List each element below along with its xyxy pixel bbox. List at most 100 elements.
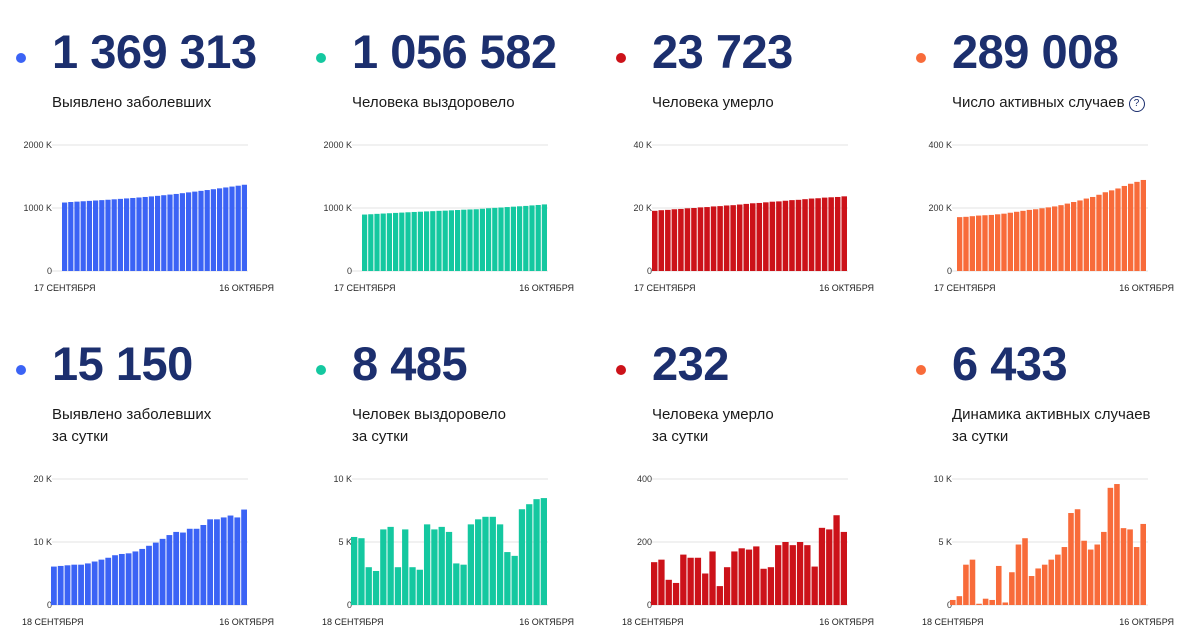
bar — [671, 209, 678, 271]
bar — [229, 186, 235, 271]
stat-label-line2: за сутки — [352, 428, 409, 445]
y-tick-label: 20 K — [33, 474, 52, 484]
stat-label-line1: Число активных случаев — [952, 94, 1125, 111]
bar — [804, 545, 811, 605]
bar — [982, 215, 988, 272]
bar — [782, 200, 789, 271]
bar — [969, 559, 976, 605]
x-start-label: 18 СЕНТЯБРЯ — [322, 617, 384, 627]
bar — [730, 205, 736, 271]
bar — [241, 184, 247, 271]
bar — [405, 212, 411, 271]
y-tick-label: 0 — [647, 266, 652, 276]
x-end-label: 16 ОКТЯБРЯ — [519, 283, 574, 293]
stat-label: Динамика активных случаев за сутки — [952, 404, 1151, 448]
legend-dot — [616, 365, 626, 375]
bar — [486, 208, 492, 271]
bar — [678, 208, 684, 271]
bar — [166, 535, 173, 605]
help-icon[interactable]: ? — [1128, 96, 1145, 112]
bar — [179, 193, 185, 271]
x-end-label: 16 ОКТЯБРЯ — [519, 617, 574, 627]
bar — [731, 551, 738, 605]
bar — [159, 538, 166, 605]
bar — [431, 529, 438, 605]
bar — [776, 201, 782, 271]
stat-label-line1: Человека умерло — [652, 94, 774, 111]
bar — [362, 214, 368, 271]
bar — [424, 211, 430, 271]
bar — [665, 209, 671, 271]
bar — [461, 209, 467, 271]
bar — [988, 214, 994, 271]
bar — [351, 536, 358, 605]
bar — [235, 185, 241, 271]
bar — [479, 208, 485, 271]
bar — [84, 563, 91, 605]
y-tick-label: 1000 K — [323, 203, 352, 213]
bar — [132, 551, 139, 605]
bar — [51, 566, 57, 605]
bar — [1101, 531, 1107, 605]
y-tick-label: 0 — [47, 266, 52, 276]
bar — [448, 210, 454, 271]
x-start-label: 17 СЕНТЯБРЯ — [34, 283, 96, 293]
stat-label-line1: Выявлено заболевших — [52, 94, 212, 111]
bar — [358, 538, 365, 605]
bar — [1109, 190, 1115, 271]
bar — [709, 551, 716, 605]
x-end-label: 16 ОКТЯБРЯ — [1119, 283, 1174, 293]
bar — [498, 207, 504, 271]
stat-label-line1: Человека выздоровело — [352, 94, 515, 111]
bar — [1041, 564, 1048, 605]
bar — [204, 190, 210, 271]
stat-label-line1: Человека умерло — [652, 406, 774, 423]
bar — [1061, 547, 1068, 605]
bar — [125, 553, 132, 605]
bar — [1087, 549, 1094, 605]
bar — [1028, 576, 1035, 605]
bar — [148, 196, 154, 271]
legend-dot — [916, 53, 926, 63]
bar — [976, 215, 982, 271]
bar — [78, 564, 84, 605]
bar — [956, 596, 963, 605]
bar — [130, 197, 136, 271]
y-tick-label: 10 K — [33, 537, 52, 547]
legend-dot — [16, 365, 26, 375]
bar — [710, 206, 717, 271]
bar — [423, 524, 431, 605]
x-end-label: 16 ОКТЯБРЯ — [219, 617, 274, 627]
stat-card: 23 723 Человека умерло — [600, 0, 890, 310]
bar — [811, 566, 818, 605]
stat-value: 15 150 — [52, 337, 193, 390]
legend-dot — [916, 365, 926, 375]
bar — [1094, 544, 1101, 605]
stat-label-line1: Выявлено заболевших — [52, 406, 212, 423]
y-tick-label: 200 — [637, 537, 652, 547]
stat-value: 232 — [652, 337, 729, 390]
bar — [775, 545, 782, 605]
y-tick-label: 40 K — [633, 140, 652, 150]
bar — [193, 528, 200, 605]
bar — [399, 212, 405, 271]
bar — [1001, 213, 1007, 271]
stat-card: 289 008 Число активных случаев? — [900, 0, 1179, 310]
bar — [173, 531, 180, 605]
stat-label-line1: Человек выздоровело — [352, 406, 506, 423]
y-tick-label: 0 — [347, 600, 352, 610]
y-tick-label: 2000 K — [23, 140, 52, 150]
bar — [93, 200, 99, 271]
bar — [504, 552, 511, 605]
bar — [111, 199, 117, 271]
y-tick-label: 5 K — [938, 537, 952, 547]
bar — [438, 526, 445, 605]
stat-card: 1 056 582 Человека выздоровело — [300, 0, 590, 310]
bar — [186, 192, 192, 271]
bar — [756, 202, 763, 271]
stat-label: Число активных случаев? — [952, 92, 1145, 114]
bar — [445, 531, 453, 605]
bar — [118, 553, 125, 605]
